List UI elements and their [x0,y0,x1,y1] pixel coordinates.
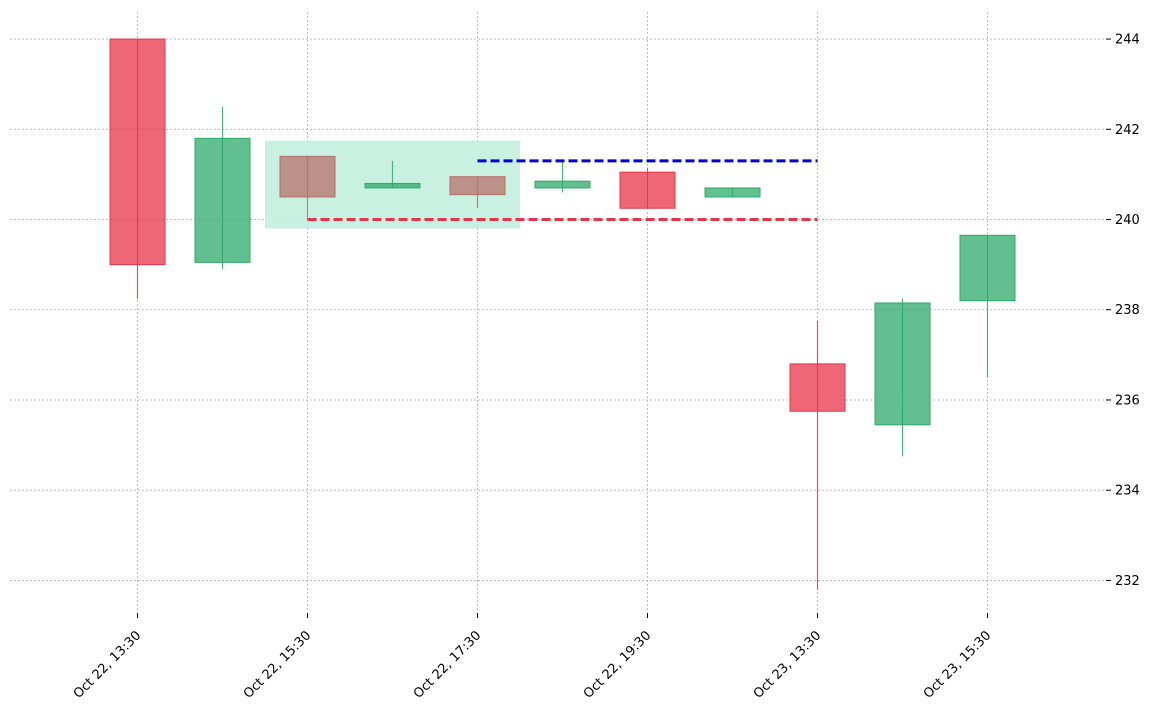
candle-body-down [449,176,506,196]
grid-layer [10,12,1105,612]
candle-body-up [874,302,931,426]
y-tick-label: 232 [1115,574,1140,589]
candle-body-down [789,363,846,412]
x-tick-label: Oct 23, 15:30 [921,628,994,701]
level-layer [307,159,818,222]
x-tick-label: Oct 22, 13:30 [71,628,144,701]
candle-body-up [704,187,761,198]
y-tick-label: 244 [1115,33,1140,48]
x-tick-label: Oct 22, 17:30 [411,628,484,701]
candle-body-up [364,182,421,189]
x-tick-label: Oct 22, 15:30 [241,628,314,701]
candle-layer [109,38,1016,590]
x-tick-label: Oct 23, 13:30 [751,628,824,701]
y-tick-label: 238 [1115,303,1140,318]
candle-body-up [194,137,251,263]
candle-body-up [534,180,591,189]
y-tick-label: 236 [1115,393,1140,408]
axis-layer: 232 234 236 238 240 242 244 Oct 22, 13:30 Oct 22… [71,33,1140,702]
y-tick-label: 240 [1115,213,1140,228]
x-tick-label: Oct 22, 19:30 [581,628,654,701]
y-tick-label: 242 [1115,123,1140,138]
candle-body-down [279,155,336,198]
candle-body-down [619,171,676,209]
y-tick-label: 234 [1115,484,1140,499]
candle-body-down [109,38,166,266]
candle-body-up [959,234,1016,302]
